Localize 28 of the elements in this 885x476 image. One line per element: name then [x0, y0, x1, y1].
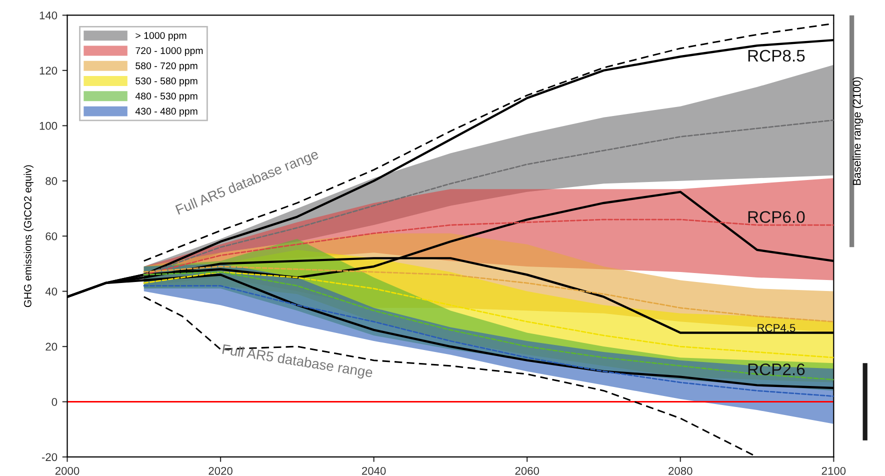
x-tick-label: 2060: [515, 466, 540, 475]
x-tick-label: 2080: [668, 466, 692, 475]
x-tick-label: 2100: [822, 466, 846, 475]
y-tick-label: 40: [45, 288, 58, 296]
legend-label: 430 - 480 ppm: [135, 108, 198, 117]
annotation: RCP4.5: [758, 324, 796, 332]
annotation: RCP2.6: [748, 363, 805, 376]
x-tick-label: 2040: [362, 466, 386, 475]
y-axis-title: GHG emissions (GtCO2 equiv): [24, 165, 34, 308]
y-tick-label: -20: [42, 453, 58, 462]
legend-label: 530 - 580 ppm: [136, 78, 198, 86]
annotation: RCP6.0: [748, 211, 805, 223]
legend-label: > 1000 ppm: [136, 32, 186, 41]
legend-label: 580 - 720 ppm: [136, 62, 198, 72]
y-tick-label: 20: [46, 342, 58, 351]
y-tick-label: 0: [52, 398, 58, 406]
y-tick-label: 100: [40, 122, 58, 130]
y-tick-label: 80: [46, 177, 58, 186]
annotation: RCP8.5: [748, 50, 805, 62]
legend-label: 720 - 1000 ppm: [136, 47, 203, 56]
annotation: Baseline range (2100): [852, 77, 863, 185]
y-tick-label: 120: [40, 66, 58, 75]
y-tick-label: 60: [46, 232, 58, 240]
x-tick-label: 2000: [55, 466, 80, 475]
y-tick-label: 140: [40, 12, 58, 20]
x-tick-label: 2020: [208, 466, 232, 475]
annotation: Full AR5 database range: [222, 344, 374, 380]
legend-label: 480 - 530 ppm: [135, 92, 198, 102]
